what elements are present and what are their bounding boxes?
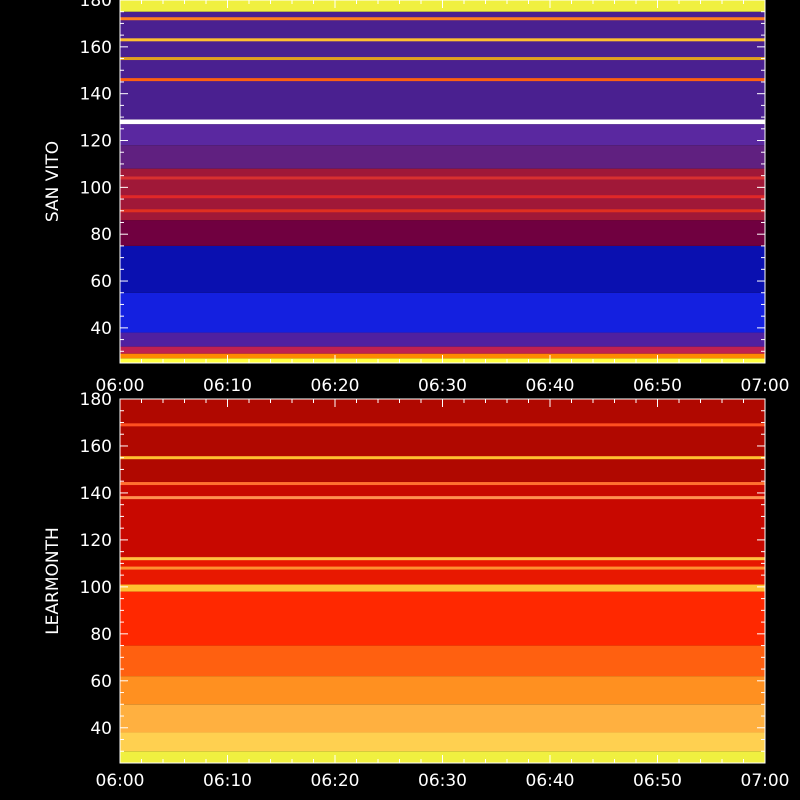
learmonth-band-4 <box>120 645 765 677</box>
san-vito-line-3 <box>120 78 765 82</box>
learmonth-ylabel: LEARMONTH <box>43 527 63 635</box>
learmonth-ytick-label-80: 80 <box>90 625 112 645</box>
san-vito-band-11 <box>120 11 765 120</box>
san-vito-band-8 <box>120 145 765 169</box>
san-vito-line-2 <box>120 176 765 180</box>
learmonth-line-1 <box>120 557 765 561</box>
learmonth-band-9 <box>120 399 765 482</box>
san-vito-xtick-label-1: 06:10 <box>203 376 252 396</box>
san-vito-xtick-label-3: 06:30 <box>418 376 467 396</box>
san-vito-line-0 <box>120 209 765 213</box>
san-vito-xtick-label-0: 06:00 <box>96 376 145 396</box>
san-vito-band-7 <box>120 168 765 221</box>
san-vito-band-3 <box>120 332 765 347</box>
learmonth-ytick-label-160: 160 <box>80 437 112 457</box>
learmonth-band-1 <box>120 732 765 752</box>
learmonth-ytick-label-100: 100 <box>80 578 112 598</box>
san-vito-ytick-label-40: 40 <box>90 319 112 339</box>
san-vito-band-4 <box>120 292 765 333</box>
san-vito-xtick-label-4: 06:40 <box>526 376 575 396</box>
learmonth-line-5 <box>120 423 765 427</box>
learmonth-band-8 <box>120 481 765 557</box>
san-vito-line-1 <box>120 195 765 199</box>
learmonth-band-3 <box>120 676 765 705</box>
san-vito-ytick-label-140: 140 <box>80 85 112 105</box>
san-vito-panel: 40 60 80 100 120 140 160 180 06:00 06:10 06:20 06:3… <box>43 0 790 396</box>
learmonth-xtick-label-2: 06:20 <box>311 771 360 791</box>
learmonth-xtick-label-1: 06:10 <box>203 771 252 791</box>
san-vito-ytick-label-60: 60 <box>90 272 112 292</box>
san-vito-ytick-label-80: 80 <box>90 225 112 245</box>
learmonth-xtick-label-3: 06:30 <box>418 771 467 791</box>
san-vito-ytick-label-180: 180 <box>80 0 112 11</box>
learmonth-band-5 <box>120 591 765 646</box>
san-vito-band-2 <box>120 346 765 354</box>
learmonth-xtick-label-4: 06:40 <box>526 771 575 791</box>
san-vito-line-6 <box>120 17 765 21</box>
san-vito-band-9 <box>120 124 765 146</box>
learmonth-ytick-label-40: 40 <box>90 719 112 739</box>
san-vito-band-6 <box>120 220 765 246</box>
san-vito-ytick-label-100: 100 <box>80 178 112 198</box>
learmonth-band-2 <box>120 704 765 733</box>
san-vito-xtick-label-5: 06:50 <box>633 376 682 396</box>
learmonth-ytick-label-140: 140 <box>80 484 112 504</box>
san-vito-xtick-label-2: 06:20 <box>311 376 360 396</box>
learmonth-xtick-label-5: 06:50 <box>633 771 682 791</box>
san-vito-ylabel: SAN VITO <box>43 141 63 222</box>
learmonth-line-0 <box>120 566 765 570</box>
san-vito-line-4 <box>120 57 765 61</box>
san-vito-band-5 <box>120 245 765 293</box>
learmonth-line-4 <box>120 456 765 460</box>
learmonth-line-2 <box>120 496 765 500</box>
learmonth-band-7 <box>120 556 765 585</box>
san-vito-ytick-label-160: 160 <box>80 38 112 58</box>
learmonth-ytick-label-120: 120 <box>80 531 112 551</box>
learmonth-xtick-label-0: 06:00 <box>96 771 145 791</box>
san-vito-band-10 <box>120 119 765 125</box>
learmonth-line-3 <box>120 482 765 486</box>
san-vito-line-5 <box>120 38 765 42</box>
learmonth-ytick-label-60: 60 <box>90 672 112 692</box>
learmonth-panel: 40 60 80 100 120 140 160 180 06:00 06:10 06:20 06:3… <box>43 390 790 791</box>
learmonth-xtick-label-6: 07:00 <box>741 771 790 791</box>
learmonth-ytick-label-180: 180 <box>80 390 112 410</box>
san-vito-xtick-label-6: 07:00 <box>741 376 790 396</box>
learmonth-band-6 <box>120 584 765 592</box>
san-vito-ytick-label-120: 120 <box>80 132 112 152</box>
